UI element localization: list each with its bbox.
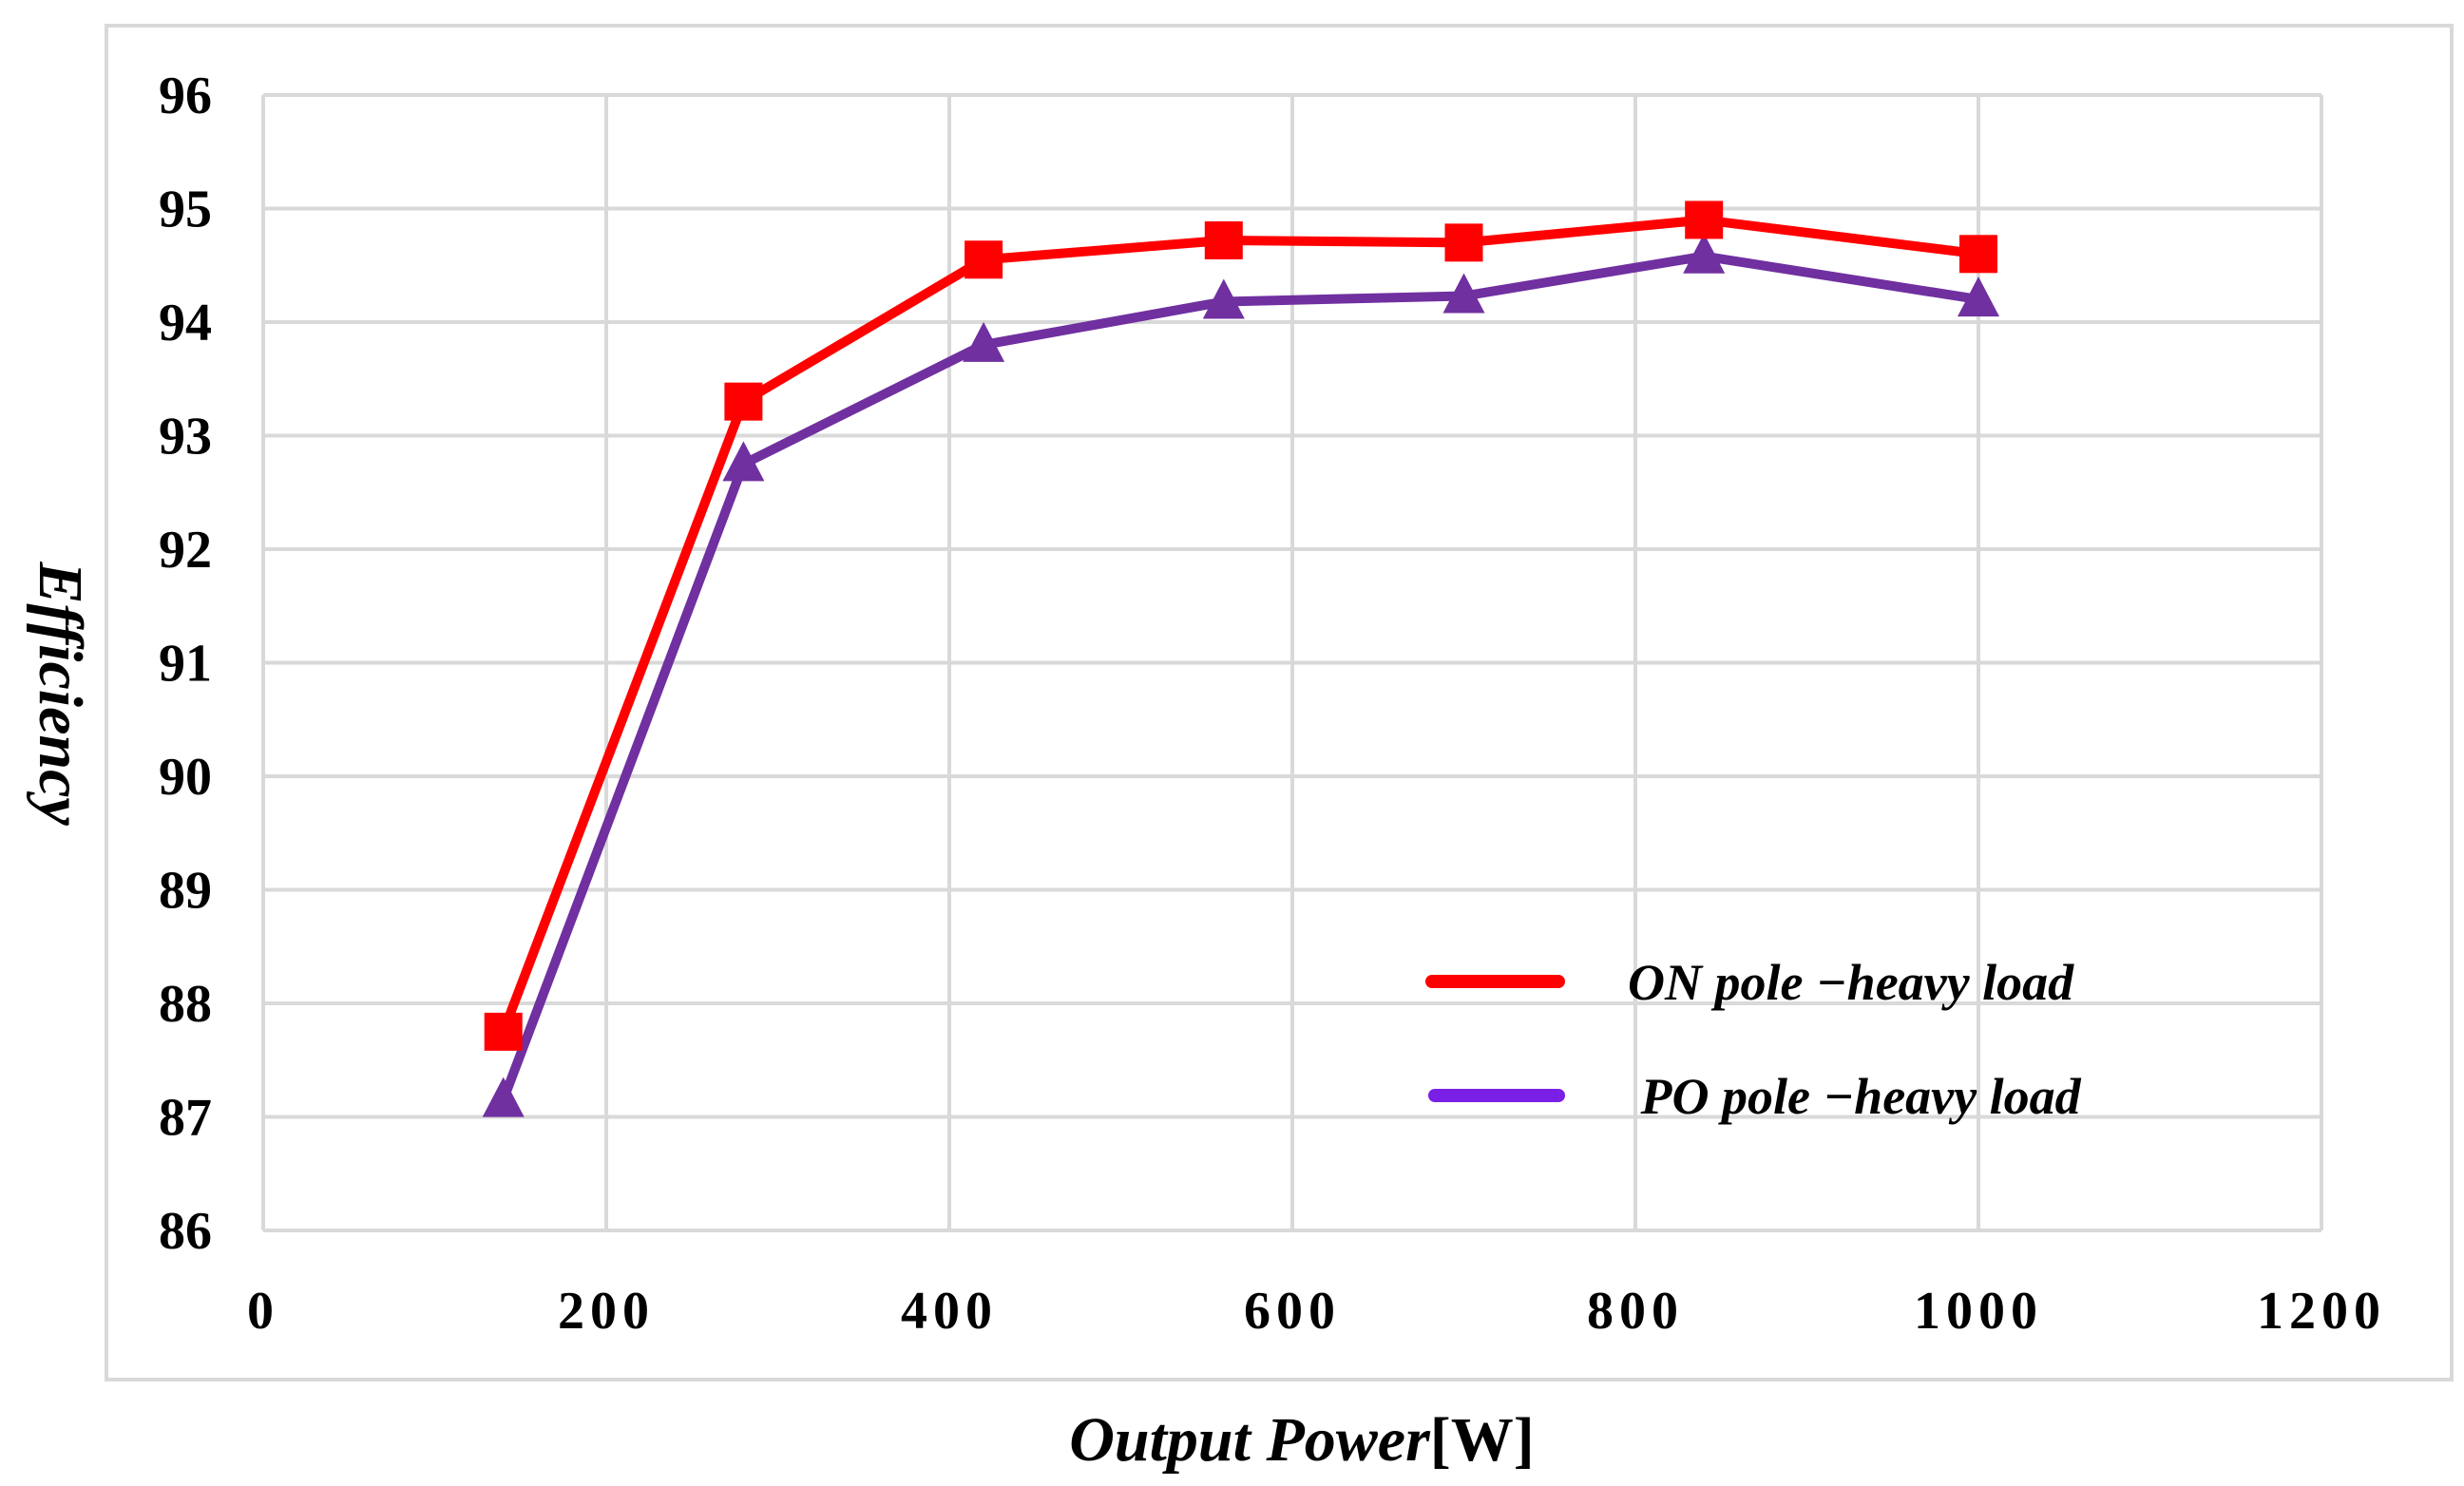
y-tick-label-86: 86 [159, 1202, 212, 1261]
series-layer [482, 200, 1999, 1117]
y-tick-label-93: 93 [159, 408, 212, 467]
x-tick-label-600: 600 [1244, 1282, 1341, 1341]
x-axis-title: Output Power[W] [1069, 1405, 1535, 1475]
marker-triangle-1-1 [722, 441, 765, 482]
marker-triangle-1-3 [1202, 278, 1245, 319]
y-axis-title: Efficiency [26, 561, 95, 826]
y-tick-label-90: 90 [159, 748, 212, 807]
x-tick-label-0: 0 [247, 1282, 279, 1341]
y-tick-label-96: 96 [159, 67, 212, 125]
marker-triangle-1-6 [1958, 276, 1999, 317]
x-axis-ticks: 0 200 400 600 800 1000 1200 [247, 1282, 2386, 1341]
marker-triangle-1-5 [1683, 233, 1726, 274]
marker-square-0-1 [724, 382, 763, 421]
x-tick-label-1200: 1200 [2257, 1282, 2386, 1341]
gridlines [261, 93, 2323, 1232]
marker-square-0-3 [1204, 220, 1243, 259]
marker-triangle-1-2 [963, 321, 1005, 362]
x-axis-title-main: Output Power [1069, 1405, 1431, 1475]
x-tick-label-1000: 1000 [1914, 1282, 2043, 1341]
marker-square-0-5 [1685, 200, 1724, 239]
marker-triangle-1-0 [482, 1076, 525, 1117]
y-tick-label-92: 92 [159, 521, 212, 580]
y-tick-label-87: 87 [159, 1089, 212, 1148]
x-tick-label-400: 400 [901, 1282, 998, 1341]
y-axis-ticks: 86 87 88 89 90 91 92 93 94 95 96 [159, 67, 212, 1261]
y-tick-label-89: 89 [159, 862, 212, 921]
legend: ON pole −heavy load PO pole −heavy load [1425, 954, 2082, 1125]
x-axis-title-unit: [W] [1430, 1405, 1535, 1475]
chart-border [105, 24, 2454, 1381]
marker-square-0-4 [1444, 223, 1483, 262]
marker-square-0-0 [484, 1012, 523, 1051]
marker-square-0-6 [1959, 235, 1997, 274]
legend-label-on-pole: ON pole −heavy load [1628, 954, 2074, 1011]
marker-triangle-1-4 [1442, 273, 1485, 314]
y-tick-label-95: 95 [159, 181, 212, 239]
x-tick-label-200: 200 [558, 1282, 655, 1341]
y-tick-label-94: 94 [159, 294, 212, 352]
y-tick-label-88: 88 [159, 975, 212, 1034]
legend-label-po-pole: PO pole −heavy load [1628, 1068, 2082, 1125]
x-tick-label-800: 800 [1587, 1282, 1684, 1341]
y-tick-label-91: 91 [159, 635, 212, 694]
marker-square-0-2 [965, 240, 1003, 279]
